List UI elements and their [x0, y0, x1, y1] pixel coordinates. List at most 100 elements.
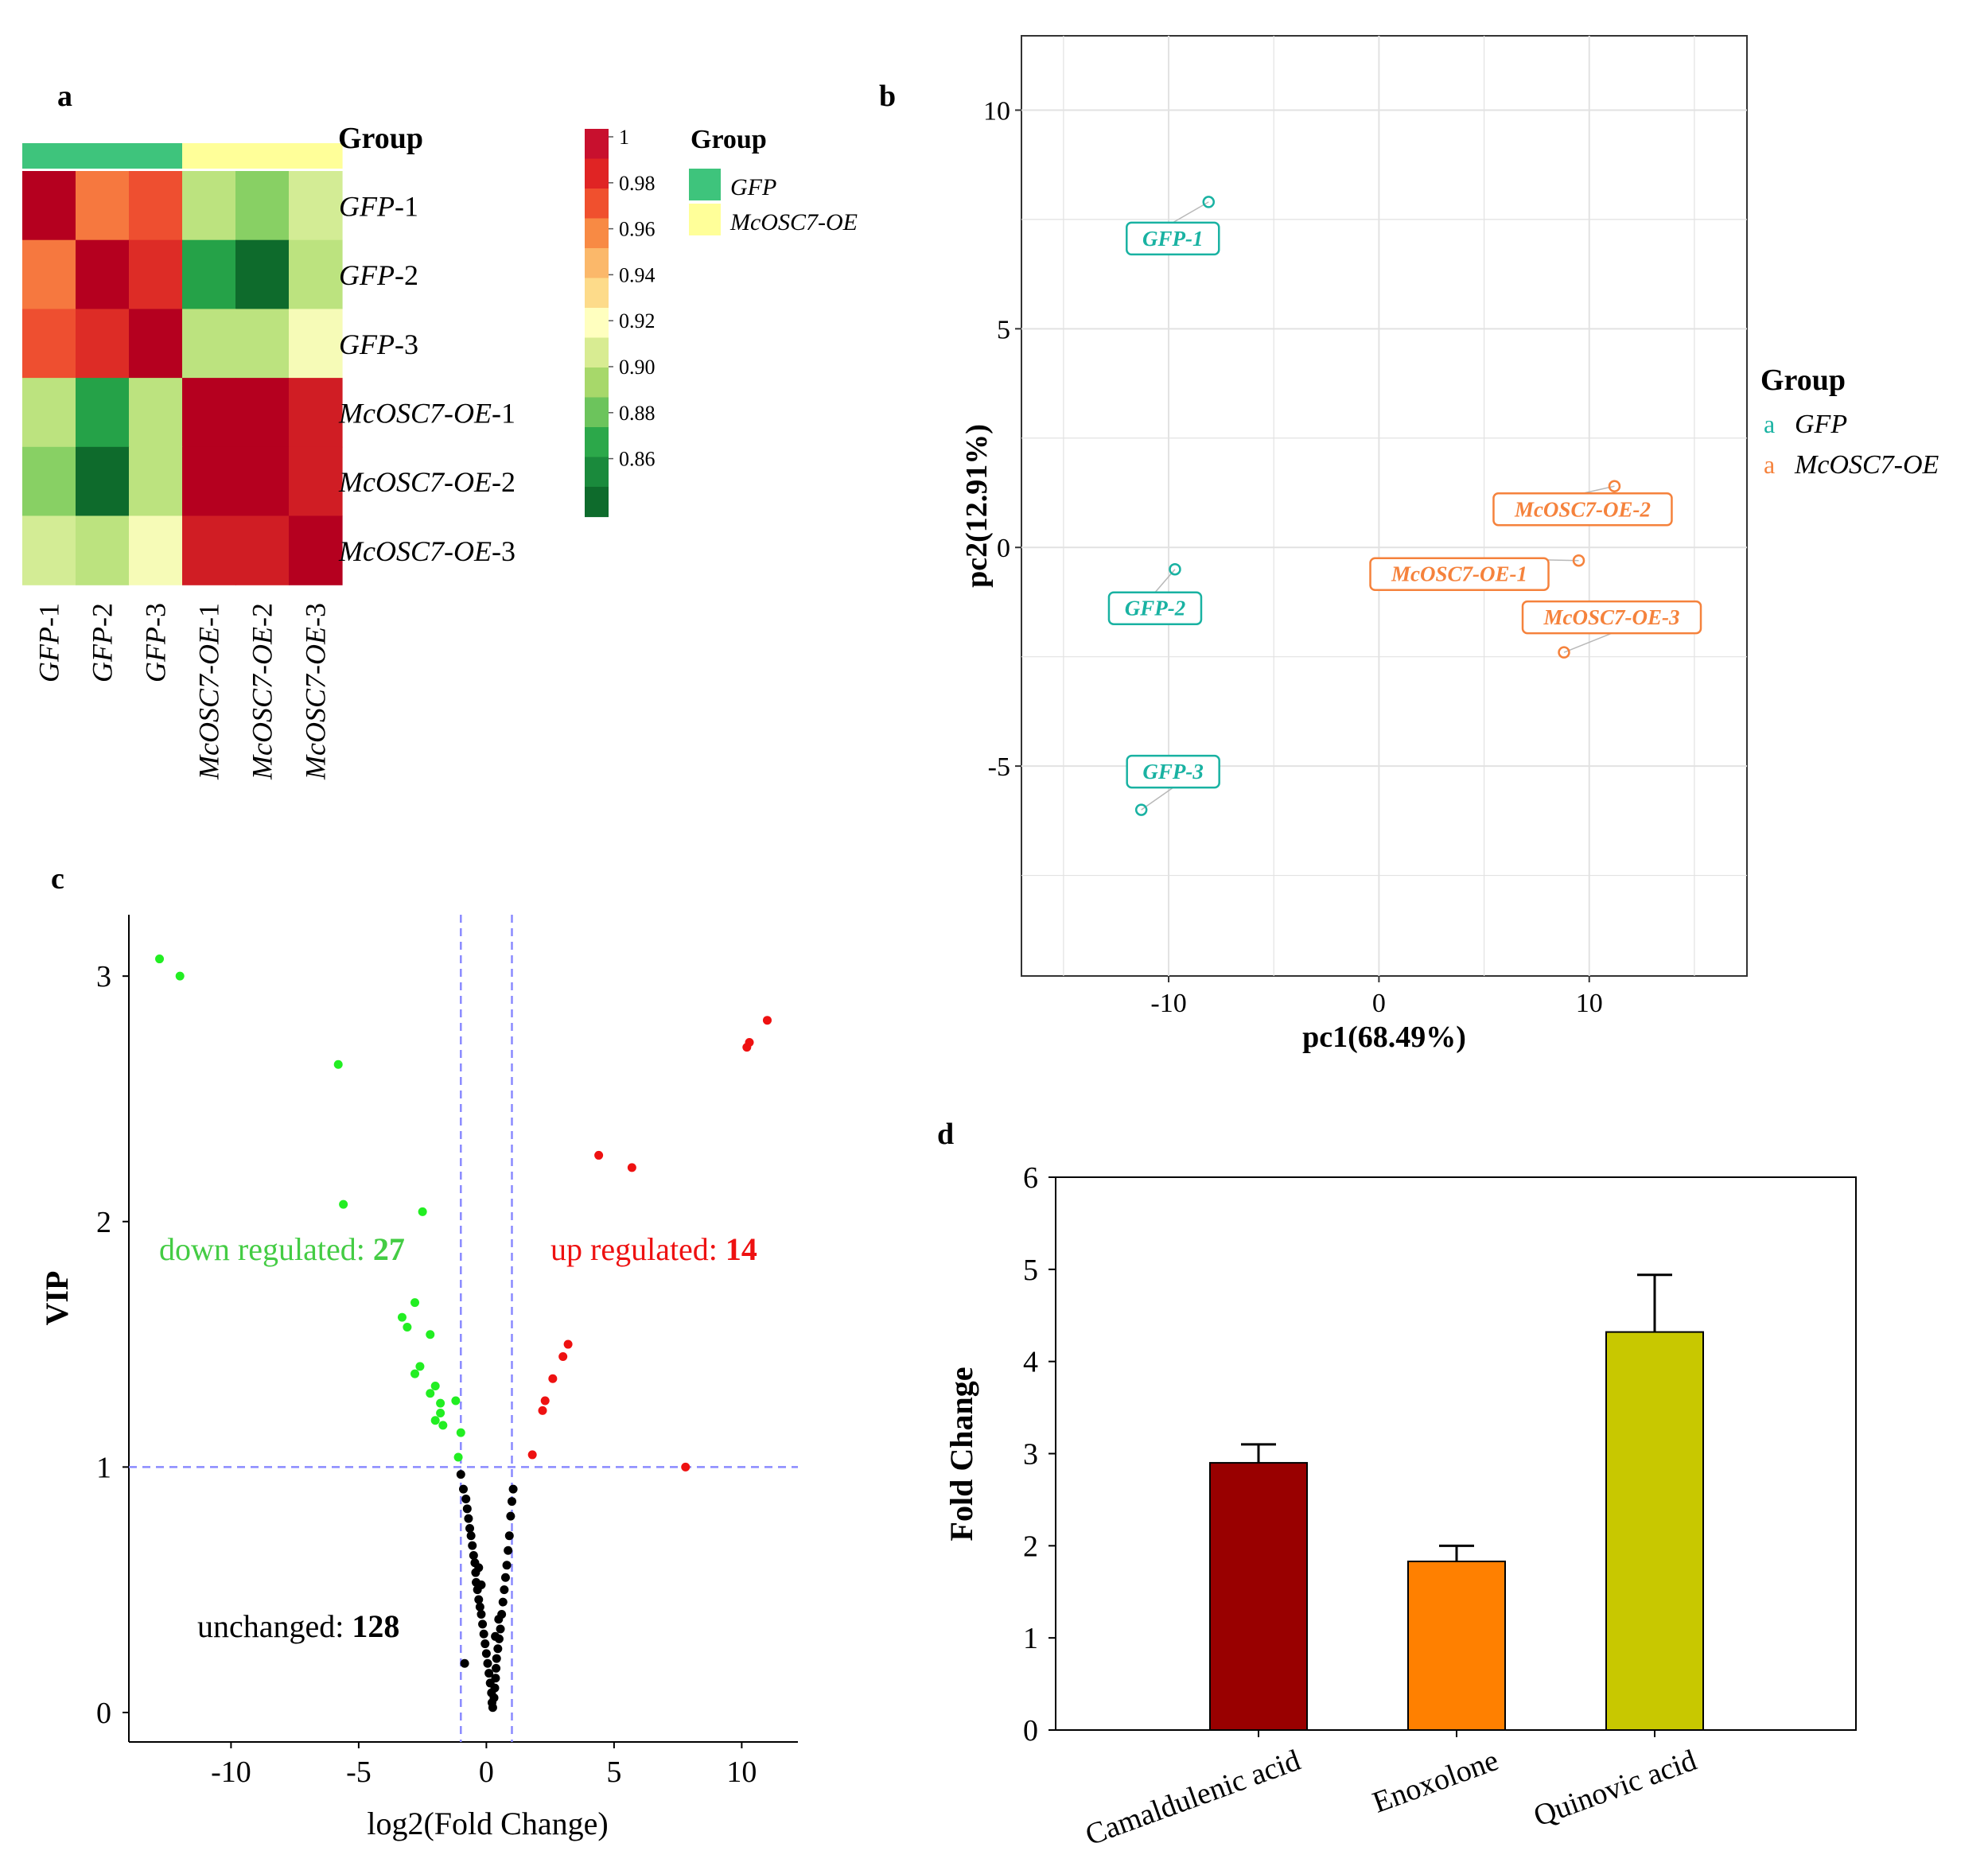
pca-point-label: McOSC7-OE-2 [1514, 497, 1651, 521]
heatmap-cell [182, 239, 236, 309]
volcano-ylabel: VIP [39, 1271, 75, 1326]
heatmap-row-label-base: GFP [339, 329, 395, 360]
heatmap-col-label: McOSC7-OE-3 [300, 603, 332, 780]
colorbar-tick-label: 0.90 [619, 356, 656, 379]
volcano-point-down [410, 1298, 420, 1308]
group-annotation-cell [76, 143, 130, 169]
pca-label-leader [1563, 632, 1613, 653]
volcano-axes: -10 -5 0 5 10 0 1 2 3 [96, 915, 798, 1789]
heatmap-cell [182, 309, 236, 379]
heatmap-cell [182, 171, 236, 241]
volcano-ytick-label: 2 [96, 1206, 111, 1239]
pca-point-label-box [1126, 754, 1220, 789]
pca-legend-oe-key: a [1764, 450, 1775, 479]
volcano-point-down [456, 1428, 465, 1437]
pca-xtick-label: -10 [1150, 989, 1186, 1018]
volcano-point-down [339, 1199, 348, 1209]
volcano-point-unchanged [474, 1563, 484, 1573]
volcano-point-unchanged [464, 1514, 473, 1523]
volcano-point-down [175, 971, 185, 981]
volcano-point-up [681, 1462, 691, 1472]
volcano-point-up [538, 1406, 547, 1415]
volcano-point-up [548, 1374, 558, 1383]
heatmap-col-label-suffix: -1 [33, 603, 65, 627]
bar-ytick-label: 3 [1023, 1438, 1038, 1472]
pca-xtick-label: 10 [1576, 989, 1603, 1018]
volcano-xlabel: log2(Fold Change) [367, 1806, 608, 1841]
volcano-point-unchanged [490, 1683, 500, 1693]
heatmap-cell [129, 239, 183, 309]
heatmap-cell [289, 309, 343, 379]
colorbar-segment [585, 248, 609, 279]
volcano-unchanged-label: unchanged: [197, 1608, 352, 1644]
heatmap-row-label-suffix: -2 [395, 259, 418, 291]
bar-axes: 0 1 2 3 4 5 6 [1023, 1161, 1056, 1748]
heatmap-col-label: GFP-1 [33, 603, 65, 682]
pca-point-label-box [1107, 591, 1203, 625]
bar-category-label: Quinovic acid [1529, 1744, 1701, 1833]
volcano-point-unchanged [508, 1484, 518, 1494]
volcano-point-unchanged [479, 1629, 488, 1639]
pca-legend-oe-label: McOSC7-OE [1794, 450, 1939, 480]
colorbar-segment [585, 308, 609, 339]
pca-point [1572, 554, 1585, 567]
pca-ylabel: pc2(12.91%) [960, 424, 994, 588]
colorbar-tick-label: 0.96 [619, 218, 656, 241]
pca-legend-gfp-label: GFP [1795, 410, 1847, 439]
volcano-point-down [438, 1421, 448, 1430]
volcano-point-unchanged [489, 1693, 499, 1702]
heatmap-cell [235, 309, 290, 379]
heatmap-cell [289, 239, 343, 309]
panel-c-label: c [51, 862, 64, 896]
volcano-point-unchanged [478, 1619, 488, 1629]
volcano-point-up [627, 1163, 636, 1172]
heatmap-cell [182, 378, 236, 448]
volcano-point-down [415, 1362, 425, 1371]
pca-xtick-label: 0 [1372, 989, 1386, 1018]
bar-ytick-label: 4 [1023, 1346, 1038, 1379]
heatmap-row-label: GFP-2 [339, 259, 418, 291]
heatmap-column-labels: GFP-1GFP-2GFP-3McOSC7-OE-1McOSC7-OE-2McO… [33, 603, 332, 780]
volcano-point-unchanged [483, 1658, 492, 1668]
heatmap-col-label: GFP-3 [140, 603, 172, 682]
volcano-point-unchanged [462, 1504, 472, 1514]
bar-ytick-label: 1 [1023, 1622, 1038, 1655]
colorbar-segment [585, 129, 609, 160]
volcano-point-down [333, 1059, 343, 1069]
heatmap-cells [22, 171, 343, 585]
volcano-xtick-label: 0 [479, 1755, 494, 1789]
volcano-up-label: up regulated: [550, 1231, 726, 1267]
colorbar-segment [585, 189, 609, 220]
pca-label-leader [1141, 787, 1174, 811]
bar [1605, 1331, 1704, 1731]
heatmap-row-labels: GFP-1GFP-2GFP-3McOSC7-OE-1McOSC7-OE-2McO… [338, 190, 515, 566]
heatmap-cell [235, 515, 290, 585]
pca-legend-gfp-key: a [1764, 410, 1775, 438]
heatmap-cell [129, 446, 183, 517]
heatmap-col-label-suffix: -3 [300, 603, 332, 627]
heatmap-row-label: GFP-1 [339, 190, 418, 222]
heatmap-group-title: Group [338, 122, 423, 155]
colorbar-tick-label: 0.88 [619, 402, 656, 425]
volcano-point-unchanged [481, 1649, 491, 1658]
heatmap-cell [235, 239, 290, 309]
volcano-ytick-label: 3 [96, 960, 111, 993]
heatmap-cell [235, 446, 290, 517]
pca-point-label-box [1521, 600, 1702, 635]
volcano-point-down [418, 1207, 427, 1216]
pca-point [1558, 646, 1570, 659]
heatmap-cell [76, 171, 130, 241]
panel-a: a Group GFP-1GFP-2GFP-3McOSC7-OE-1McOSC7… [22, 80, 858, 780]
heatmap-col-label-base: GFP [87, 627, 119, 682]
volcano-point-unchanged [507, 1497, 516, 1507]
pca-legend-title: Group [1760, 364, 1846, 397]
heatmap-cell [129, 515, 183, 585]
heatmap-cell [22, 239, 76, 309]
volcano-point-unchanged [477, 1580, 486, 1589]
heatmap-col-label-suffix: -2 [87, 603, 119, 627]
heatmap-cell [235, 378, 290, 448]
colorbar-tick-label: 0.92 [619, 309, 656, 332]
heatmap-col-label-base: GFP [33, 627, 65, 682]
heatmap-row-label: McOSC7-OE-2 [338, 466, 515, 498]
heatmap-row-label-suffix: -1 [492, 397, 515, 429]
